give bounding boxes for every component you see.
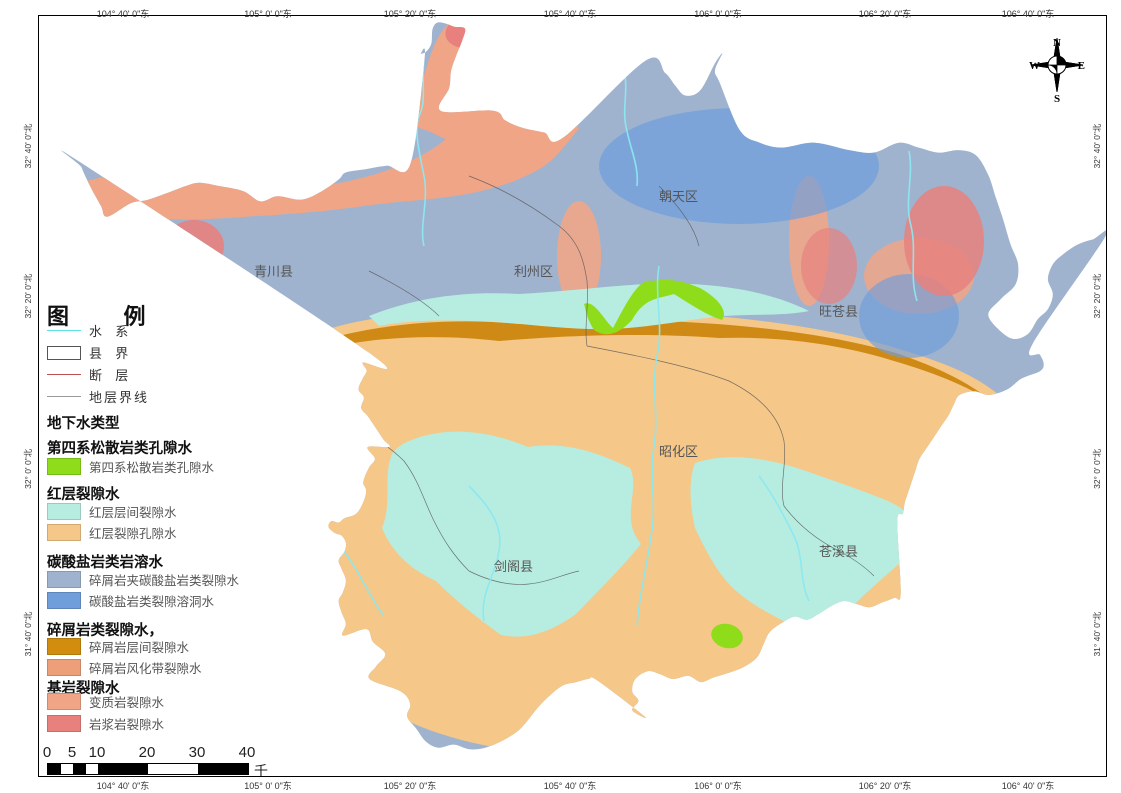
svg-text:利州区: 利州区: [514, 264, 553, 279]
svg-text:苍溪县: 苍溪县: [819, 544, 858, 559]
svg-text:旺苍县: 旺苍县: [819, 304, 858, 319]
svg-text:E: E: [1078, 60, 1085, 72]
svg-text:剑阁县: 剑阁县: [494, 559, 533, 574]
svg-text:S: S: [1054, 93, 1060, 104]
svg-text:青川县: 青川县: [254, 264, 293, 279]
svg-text:W: W: [1029, 60, 1040, 72]
svg-text:朝天区: 朝天区: [659, 189, 698, 204]
svg-text:昭化区: 昭化区: [659, 444, 698, 459]
svg-text:N: N: [1053, 37, 1061, 49]
